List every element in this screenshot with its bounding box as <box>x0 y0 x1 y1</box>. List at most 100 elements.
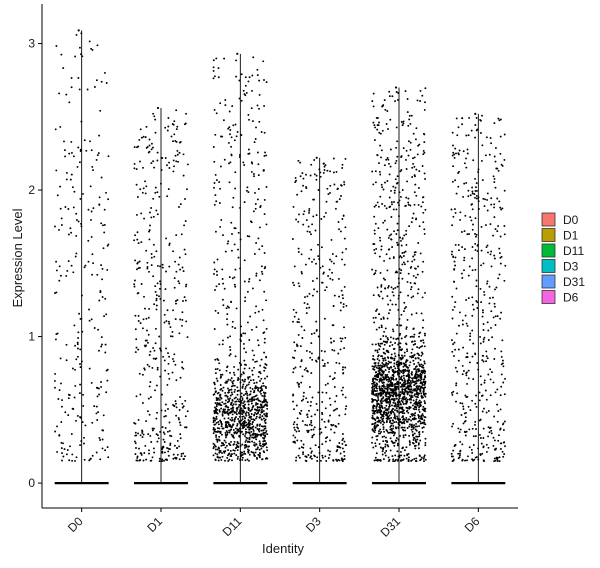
data-point <box>475 194 478 197</box>
data-point <box>65 178 68 181</box>
data-point <box>493 448 496 451</box>
data-point <box>310 400 312 403</box>
data-point <box>164 403 167 406</box>
data-point <box>251 162 254 165</box>
data-point <box>60 447 63 450</box>
data-point <box>325 286 328 289</box>
data-point <box>298 385 301 388</box>
data-point <box>262 425 265 428</box>
data-point <box>216 258 219 261</box>
data-point <box>387 360 390 363</box>
data-point <box>496 388 499 391</box>
data-point <box>93 86 96 88</box>
data-point <box>238 435 241 438</box>
data-point <box>373 232 376 235</box>
data-point <box>246 394 249 397</box>
data-point <box>241 418 244 421</box>
data-point <box>261 415 264 418</box>
data-point <box>102 429 105 432</box>
data-point <box>495 457 498 460</box>
data-point <box>460 231 463 233</box>
data-point <box>233 440 236 443</box>
data-point <box>58 279 61 282</box>
data-point <box>245 384 248 387</box>
data-point <box>421 326 424 329</box>
data-point <box>335 170 338 173</box>
data-point <box>292 308 295 311</box>
data-point <box>344 396 347 399</box>
data-point <box>135 447 137 449</box>
data-point <box>407 452 410 455</box>
data-point <box>308 211 310 214</box>
data-point <box>254 207 257 210</box>
data-point <box>226 395 229 398</box>
data-point <box>478 391 481 394</box>
data-point <box>493 439 496 442</box>
data-point <box>305 307 308 310</box>
data-point <box>482 262 485 265</box>
data-point <box>410 426 413 429</box>
data-point <box>373 459 376 462</box>
data-point <box>231 399 234 401</box>
data-point <box>404 368 407 371</box>
data-point <box>482 338 485 341</box>
data-point <box>247 191 250 194</box>
data-point <box>395 338 398 341</box>
data-point <box>253 366 255 369</box>
data-point <box>406 369 409 372</box>
data-point <box>475 394 478 397</box>
data-point <box>175 379 178 382</box>
data-point <box>379 459 382 462</box>
data-point <box>154 118 157 121</box>
data-point <box>141 430 144 433</box>
data-point <box>295 459 297 462</box>
data-point <box>149 434 152 437</box>
data-point <box>165 320 168 323</box>
data-point <box>451 425 454 428</box>
data-point <box>493 302 496 305</box>
data-point <box>378 348 381 351</box>
data-point <box>494 459 497 462</box>
data-point <box>339 309 342 312</box>
data-point <box>175 402 177 405</box>
data-point <box>236 379 239 382</box>
data-point <box>255 126 257 129</box>
data-point <box>412 343 415 346</box>
data-point <box>492 234 495 237</box>
data-point <box>241 451 244 454</box>
data-point <box>401 422 404 425</box>
data-point <box>231 233 233 235</box>
data-point <box>179 396 182 398</box>
data-point <box>341 218 344 220</box>
data-point <box>168 322 171 325</box>
data-point <box>221 298 224 301</box>
data-point <box>338 295 341 298</box>
data-point-max <box>394 86 398 89</box>
data-point <box>141 191 144 194</box>
data-point <box>306 429 309 432</box>
data-point <box>392 390 395 393</box>
data-point <box>249 386 252 389</box>
data-point <box>252 210 255 213</box>
data-point <box>474 189 477 192</box>
data-point <box>150 142 153 145</box>
data-point <box>244 76 247 79</box>
data-point <box>390 429 393 432</box>
data-point <box>400 156 403 159</box>
data-point <box>416 387 418 389</box>
data-point <box>216 453 219 456</box>
data-point <box>457 452 460 455</box>
data-point <box>401 189 404 191</box>
data-point <box>242 161 245 164</box>
data-point-max <box>156 106 160 110</box>
data-point <box>327 419 330 422</box>
data-point <box>184 415 187 418</box>
data-point <box>371 365 374 368</box>
data-point <box>414 425 417 428</box>
data-point <box>408 118 411 121</box>
data-point <box>83 436 85 439</box>
data-point <box>486 280 489 283</box>
data-point <box>217 403 220 406</box>
data-point <box>418 225 421 228</box>
data-point <box>152 447 155 450</box>
